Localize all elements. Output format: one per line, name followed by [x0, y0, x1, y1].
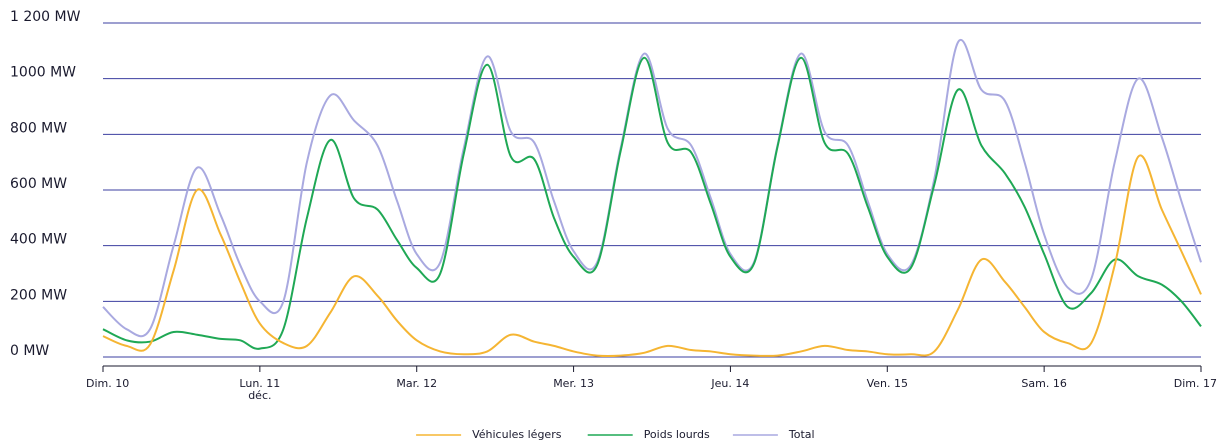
series-line	[102, 154, 1202, 358]
y-tick-label: 1000 MW	[10, 65, 76, 81]
legend-label: Total	[788, 428, 815, 441]
y-tick-label: 1 200 MW	[10, 9, 81, 25]
y-tick-label: 200 MW	[10, 287, 67, 303]
x-tick-label: Jeu. 14	[710, 377, 749, 390]
x-tick-label: Sam. 16	[1021, 377, 1066, 390]
x-tick-label: Dim. 10	[86, 377, 129, 390]
y-tick-label: 800 MW	[10, 120, 67, 136]
legend-label: Poids lourds	[644, 428, 710, 441]
x-tick-label: Lun. 11	[239, 377, 280, 390]
y-tick-label: 600 MW	[10, 176, 67, 192]
y-tick-label: 0 MW	[10, 343, 49, 359]
legend-label: Véhicules légers	[472, 428, 562, 441]
x-tick-label: Mar. 12	[396, 377, 437, 390]
x-tick-label: Mer. 13	[553, 377, 594, 390]
x-month-label: déc.	[248, 389, 271, 402]
x-tick-label: Ven. 15	[867, 377, 908, 390]
series-line	[102, 56, 1202, 350]
series-line	[102, 38, 1202, 338]
x-tick-label: Dim. 17	[1174, 377, 1217, 390]
y-tick-label: 400 MW	[10, 232, 67, 248]
